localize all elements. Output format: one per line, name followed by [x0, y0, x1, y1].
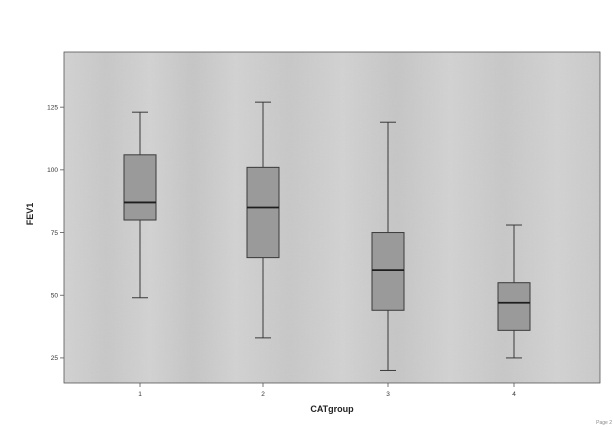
y-tick-label: 125 [47, 104, 58, 111]
box-group [246, 101, 280, 339]
y-tick-label: 75 [51, 230, 59, 237]
iqr-box [123, 154, 157, 221]
x-axis: 1 2 3 4 [138, 383, 516, 398]
boxes-layer [123, 101, 531, 371]
y-axis: 25 50 75 100 125 [47, 104, 64, 362]
x-tick-label: 4 [512, 391, 516, 398]
plot-frame [63, 51, 601, 384]
y-tick-label: 25 [51, 355, 59, 362]
iqr-box [371, 232, 405, 311]
y-tick-label: 50 [51, 293, 59, 300]
box-group [371, 121, 405, 371]
iqr-box [246, 166, 280, 259]
x-axis-title: CATgroup [310, 404, 354, 414]
page-note: Page 2 [596, 420, 612, 426]
x-tick-label: 1 [138, 391, 142, 398]
y-tick-label: 100 [47, 167, 58, 174]
x-tick-label: 2 [261, 391, 265, 398]
iqr-box [497, 282, 531, 331]
x-tick-label: 3 [386, 391, 390, 398]
box-group [497, 224, 531, 359]
y-axis-title: FEV1 [25, 203, 35, 226]
box-group [123, 111, 157, 299]
